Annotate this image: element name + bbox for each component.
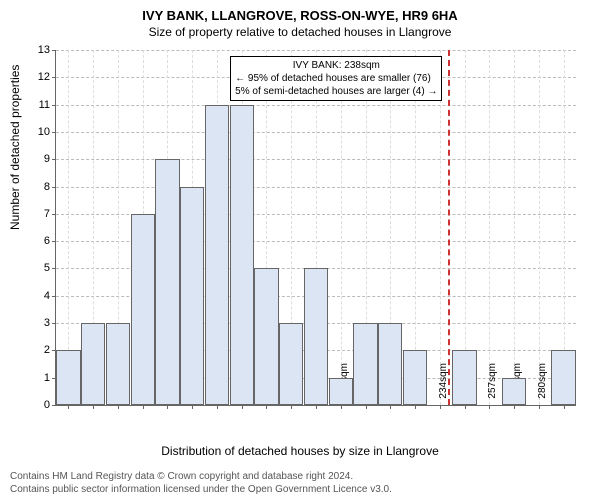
- ytick-mark: [52, 187, 56, 188]
- ytick-mark: [52, 405, 56, 406]
- histogram-bar: [403, 350, 427, 405]
- ytick-mark: [52, 323, 56, 324]
- histogram-bar: [180, 187, 204, 405]
- ytick-mark: [52, 50, 56, 51]
- ytick-mark: [52, 132, 56, 133]
- ytick-mark: [52, 214, 56, 215]
- gridline-v: [539, 50, 540, 405]
- histogram-bar: [279, 323, 303, 405]
- xtick-label: 234sqm: [438, 363, 449, 408]
- annotation-line: 5% of semi-detached houses are larger (4…: [235, 85, 437, 98]
- histogram-bar: [254, 268, 278, 405]
- annotation-box: IVY BANK: 238sqm← 95% of detached houses…: [230, 56, 442, 101]
- ytick-label: 13: [38, 44, 50, 56]
- ytick-label: 12: [38, 71, 50, 83]
- histogram-bar: [353, 323, 377, 405]
- ytick-label: 11: [39, 99, 50, 111]
- ytick-label: 2: [44, 344, 50, 356]
- histogram-bar: [230, 105, 254, 405]
- ytick-mark: [52, 159, 56, 160]
- ytick-mark: [52, 77, 56, 78]
- histogram-bar: [329, 378, 353, 405]
- xtick-label: 280sqm: [537, 363, 548, 408]
- chart-plot-area: 01234567891011121361sqm73sqm84sqm96sqm10…: [55, 50, 576, 406]
- annotation-line: ← 95% of detached houses are smaller (76…: [235, 72, 437, 85]
- ytick-label: 8: [44, 181, 50, 193]
- histogram-bar: [452, 350, 476, 405]
- histogram-bar: [205, 105, 229, 405]
- chart-subtitle: Size of property relative to detached ho…: [0, 23, 600, 39]
- histogram-bar: [551, 350, 575, 405]
- footer-attribution: Contains HM Land Registry data © Crown c…: [10, 470, 392, 496]
- ytick-label: 4: [44, 290, 50, 302]
- ytick-mark: [52, 105, 56, 106]
- histogram-bar: [81, 323, 105, 405]
- ytick-label: 3: [44, 317, 50, 329]
- ytick-mark: [52, 268, 56, 269]
- footer-line: Contains HM Land Registry data © Crown c…: [10, 470, 392, 483]
- ytick-mark: [52, 241, 56, 242]
- ytick-label: 1: [44, 372, 50, 384]
- xtick-label: 257sqm: [487, 363, 498, 408]
- ytick-label: 7: [44, 208, 50, 220]
- ytick-label: 5: [44, 262, 50, 274]
- ytick-label: 6: [44, 235, 50, 247]
- histogram-bar: [502, 378, 526, 405]
- ytick-label: 10: [38, 126, 50, 138]
- gridline-v: [514, 50, 515, 405]
- histogram-bar: [106, 323, 130, 405]
- histogram-bar: [155, 159, 179, 405]
- property-marker-line: [448, 50, 450, 405]
- gridline-v: [440, 50, 441, 405]
- histogram-bar: [56, 350, 80, 405]
- y-axis-label: Number of detached properties: [8, 65, 22, 230]
- chart-title: IVY BANK, LLANGROVE, ROSS-ON-WYE, HR9 6H…: [0, 0, 600, 23]
- ytick-label: 0: [44, 399, 50, 411]
- ytick-label: 9: [44, 153, 50, 165]
- histogram-bar: [304, 268, 328, 405]
- gridline-v: [341, 50, 342, 405]
- ytick-mark: [52, 296, 56, 297]
- histogram-bar: [378, 323, 402, 405]
- annotation-title: IVY BANK: 238sqm: [235, 59, 437, 72]
- x-axis-label: Distribution of detached houses by size …: [0, 444, 600, 458]
- footer-line: Contains public sector information licen…: [10, 483, 392, 496]
- gridline-v: [489, 50, 490, 405]
- histogram-bar: [131, 214, 155, 405]
